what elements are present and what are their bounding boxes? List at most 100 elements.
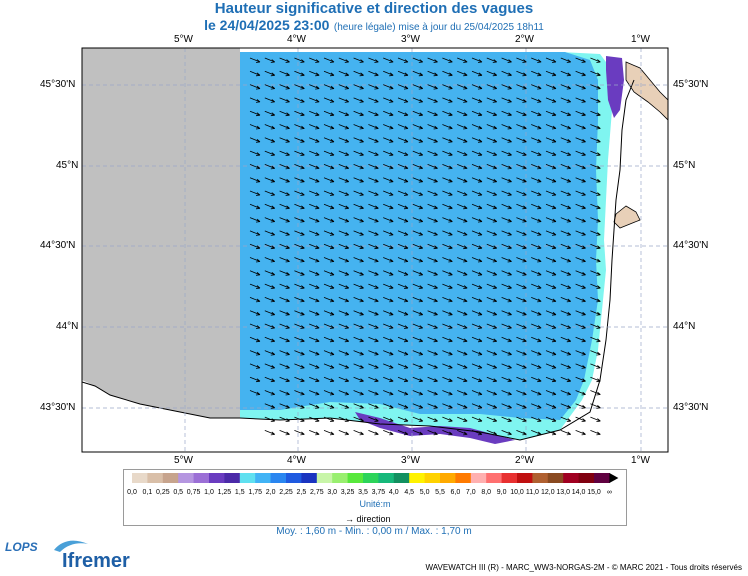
wave-arrow [457, 257, 468, 263]
wave-arrow [338, 270, 350, 276]
wave-arrow [471, 323, 483, 329]
wave-arrow [575, 150, 586, 156]
wave-arrow [249, 177, 261, 183]
colorbar-tick-label: 5,0 [419, 489, 430, 496]
wave-arrow [590, 124, 601, 130]
wave-arrow [249, 363, 261, 369]
wave-arrow [249, 310, 261, 316]
wave-arrow [383, 363, 394, 369]
wave-arrow [279, 257, 290, 263]
colorbar-swatch [286, 473, 302, 483]
wave-arrow [560, 243, 572, 250]
wave-arrow [531, 57, 542, 63]
colorbar-swatch [209, 473, 225, 483]
wave-arrow [279, 297, 290, 303]
wave-arrow [560, 403, 572, 409]
wave-arrow [368, 70, 379, 77]
wave-arrow [294, 177, 305, 183]
wave-arrow [309, 297, 320, 303]
wave-arrow [501, 390, 512, 396]
wave-arrow [516, 217, 527, 223]
colorbar-tick-label: 4,5 [404, 489, 415, 496]
wave-arrow [560, 110, 572, 117]
wave-arrow [457, 150, 468, 156]
colorbar-swatch [363, 473, 379, 483]
wave-arrow [294, 363, 305, 369]
wave-arrow [412, 230, 424, 236]
wave-arrow [279, 403, 290, 409]
wave-arrow [309, 57, 320, 63]
wave-arrow [560, 350, 572, 356]
wave-arrow [486, 150, 498, 156]
wave-arrow [531, 310, 542, 316]
wave-arrow [486, 230, 498, 236]
wave-arrow [383, 350, 394, 356]
colorbar-swatch [501, 473, 518, 483]
colorbar-swatch [347, 473, 364, 483]
wave-arrow [516, 430, 527, 436]
wave-arrow [427, 243, 438, 250]
wave-arrow [531, 283, 542, 289]
wave-arrow [516, 416, 527, 422]
wave-arrow [516, 124, 527, 130]
wave-arrow [412, 137, 424, 143]
lat-label-right-45: 45°N [673, 160, 696, 171]
wave-arrow [323, 217, 335, 223]
wave-arrow [486, 390, 498, 396]
wave-arrow [575, 57, 586, 63]
wave-arrow [368, 243, 379, 250]
wave-arrow [338, 243, 350, 250]
wave-arrow [501, 270, 512, 276]
wave-arrow [383, 203, 394, 210]
wave-arrow [323, 124, 335, 130]
wave-arrow [590, 190, 601, 196]
wave-arrow [457, 190, 468, 196]
wave-arrow [531, 243, 542, 250]
wave-arrow [383, 257, 394, 263]
wave-arrow [368, 110, 379, 117]
direction-legend: → direction [345, 514, 391, 524]
wave-arrow [323, 270, 335, 276]
wave-arrow [575, 310, 586, 316]
wave-arrow [264, 323, 276, 329]
colorbar-tick-label: 8,0 [481, 489, 492, 496]
wave-arrow [457, 363, 468, 369]
wave-arrow [442, 110, 453, 117]
wave-arrow [427, 310, 438, 316]
colorbar [132, 473, 619, 483]
colorbar-tick-label: 1,0 [204, 489, 214, 496]
wave-arrow [323, 110, 335, 117]
wave-arrow [412, 283, 424, 289]
wave-arrow [279, 110, 290, 117]
colorbar-swatch [393, 473, 410, 483]
wave-arrow [249, 137, 261, 143]
wave-arrow [338, 84, 350, 90]
wave-arrow [338, 336, 350, 343]
wave-arrow [590, 150, 601, 156]
colorbar-swatch [455, 473, 472, 483]
wave-arrow [501, 416, 512, 422]
wave-arrow [412, 110, 424, 117]
colorbar-tick-label: 12,0 [540, 489, 555, 496]
wave-arrow [486, 124, 498, 130]
wave-arrow [457, 297, 468, 303]
wave-arrow [590, 57, 601, 63]
wave-arrow [279, 150, 290, 156]
colorbar-swatch [162, 473, 179, 483]
wave-arrow [516, 110, 527, 117]
wave-arrow [442, 376, 453, 383]
wave-arrow [264, 110, 276, 117]
wave-arrow [353, 376, 364, 383]
wave-arrow [279, 84, 290, 90]
wave-arrow [368, 164, 379, 170]
wave-arrow [486, 203, 498, 210]
wave-arrow [545, 217, 557, 223]
wave-arrow [575, 376, 586, 383]
ifremer-wave-icon [54, 540, 88, 552]
wave-arrow [294, 243, 305, 250]
wave-arrow [397, 124, 409, 130]
wave-arrow [501, 310, 512, 316]
wave-arrow [383, 416, 394, 422]
wave-arrow [353, 57, 364, 63]
wave-arrow [560, 323, 572, 329]
